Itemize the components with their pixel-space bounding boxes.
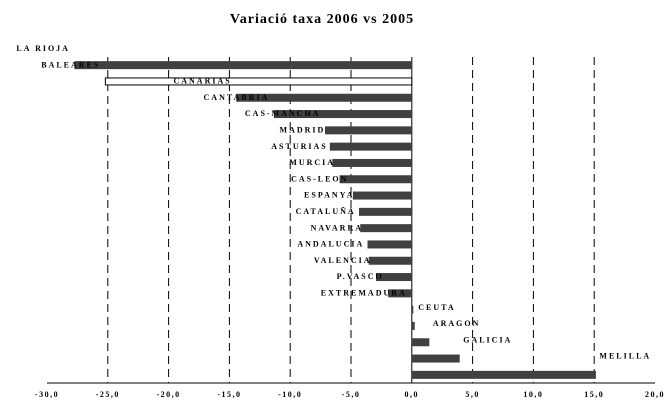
bar (339, 175, 413, 184)
x-tick-label: 5,0 (465, 390, 480, 399)
category-label: CATALUÑA (296, 207, 356, 216)
category-label: NAVARRA (311, 223, 363, 232)
x-tick-label: -5,0 (342, 390, 361, 399)
category-label: ESPANYA (304, 191, 354, 200)
bar (352, 191, 413, 200)
bar (360, 224, 413, 233)
category-label: LA RIOJA (16, 44, 70, 53)
category-label: CEUTA (418, 303, 455, 312)
category-label: P.VASCO (337, 272, 384, 281)
category-label: MURCIA (289, 158, 335, 167)
x-tick-label: -20,0 (157, 390, 181, 399)
bar (104, 77, 413, 86)
x-tick-label: 10,0 (523, 390, 543, 399)
category-label: VALENCIA (314, 256, 372, 265)
bar (324, 126, 413, 135)
chart-title: Variació taxa 2006 vs 2005 (230, 12, 414, 27)
bar (359, 207, 413, 216)
category-label: EXTREMADURA (321, 288, 407, 297)
category-label: BALEARES (41, 60, 100, 69)
category-label: CANARIAS (173, 77, 231, 86)
category-label: GALICIA (463, 335, 512, 344)
category-label: MELILLA (599, 352, 651, 361)
bar (74, 61, 413, 70)
category-label: CANTABRIA (204, 93, 270, 102)
x-tick-label: -25,0 (96, 390, 120, 399)
bar (332, 158, 413, 167)
bar (273, 110, 413, 119)
x-tick-label: -15,0 (217, 390, 241, 399)
category-label: CAS-MANCHA (245, 109, 321, 118)
category-label: CAS-LEON (291, 174, 348, 183)
category-label: MADRID (280, 125, 326, 134)
category-label: ARAGON (433, 319, 481, 328)
bar (388, 289, 413, 298)
bar (411, 354, 460, 363)
x-tick-label: -10,0 (278, 390, 302, 399)
bar (367, 240, 413, 249)
bar (236, 93, 413, 102)
bar (411, 321, 415, 330)
bar (411, 338, 430, 347)
x-tick-label: 15,0 (584, 390, 604, 399)
bar (368, 256, 413, 265)
category-label: ANDALUCIA (297, 240, 364, 249)
x-tick-label: 20,0 (645, 390, 665, 399)
x-tick-label: 0,0 (405, 390, 420, 399)
bar (376, 273, 413, 282)
bar (411, 305, 414, 314)
x-tick-label: -30,0 (35, 390, 59, 399)
bar (329, 142, 413, 151)
bar (411, 370, 596, 379)
category-label: ASTURIAS (271, 142, 327, 151)
